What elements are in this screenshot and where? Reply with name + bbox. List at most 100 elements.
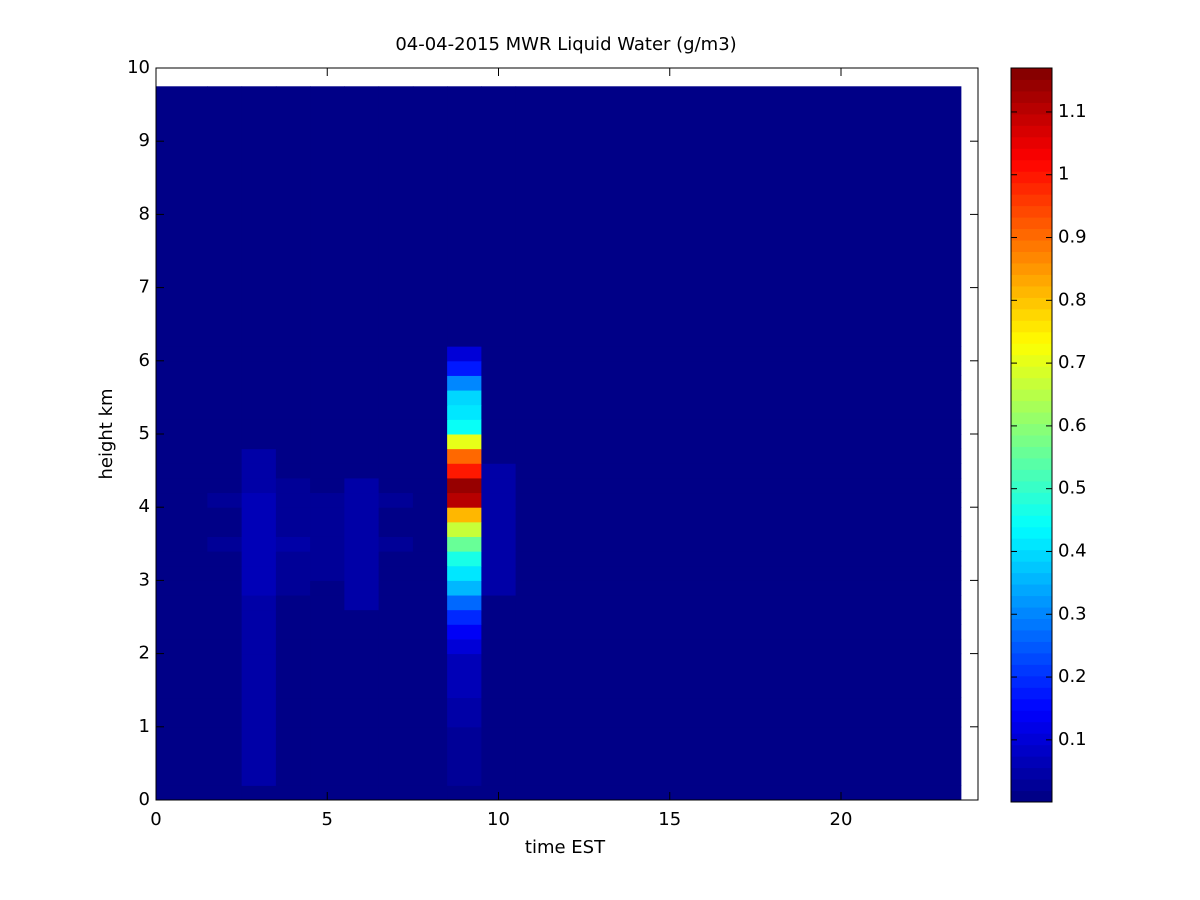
colorbar-segment bbox=[1011, 366, 1052, 379]
heatmap-cell bbox=[241, 624, 277, 640]
heatmap-cell bbox=[447, 580, 482, 596]
heatmap-cell bbox=[344, 595, 380, 611]
heatmap-cell bbox=[412, 434, 448, 450]
colorbar-segment bbox=[1011, 205, 1052, 218]
y-tick-label: 10 bbox=[127, 57, 150, 78]
heatmap-cell bbox=[447, 434, 482, 450]
heatmap-cell bbox=[481, 346, 517, 362]
heatmap-cell bbox=[241, 595, 277, 611]
heatmap-cell bbox=[481, 536, 517, 552]
heatmap-cell bbox=[344, 404, 380, 420]
heatmap-cell bbox=[241, 580, 277, 596]
colorbar-tick-label: 0.8 bbox=[1058, 289, 1087, 310]
colorbar-segment bbox=[1011, 457, 1052, 470]
heatmap-cell bbox=[156, 492, 208, 508]
heatmap-cell bbox=[378, 521, 414, 537]
x-tick-label: 15 bbox=[658, 809, 681, 830]
colorbar-segment bbox=[1011, 285, 1052, 298]
heatmap-cell bbox=[241, 638, 277, 655]
heatmap-cell bbox=[447, 419, 482, 435]
heatmap-cell bbox=[275, 404, 311, 420]
heatmap-cell bbox=[447, 463, 482, 479]
colorbar-segment bbox=[1011, 744, 1052, 757]
heatmap-cell bbox=[412, 595, 448, 611]
heatmap-cell bbox=[515, 463, 962, 479]
colorbar-tick-label: 0.2 bbox=[1058, 666, 1087, 687]
heatmap-cell bbox=[447, 565, 482, 581]
heatmap-cell bbox=[378, 653, 414, 699]
heatmap-cell bbox=[481, 551, 517, 567]
heatmap-cell bbox=[481, 653, 517, 699]
heatmap-cell bbox=[275, 697, 311, 728]
colorbar-segment bbox=[1011, 561, 1052, 574]
heatmap-cell bbox=[344, 492, 380, 508]
heatmap-cell bbox=[447, 492, 482, 508]
heatmap-cell bbox=[447, 521, 482, 537]
heatmap-cell bbox=[156, 785, 208, 801]
heatmap-cell bbox=[207, 419, 243, 435]
heatmap-cell bbox=[241, 726, 277, 786]
heatmap-cell bbox=[447, 697, 482, 728]
heatmap-cell bbox=[156, 375, 208, 391]
heatmap-cell bbox=[412, 580, 448, 596]
colorbar-segment bbox=[1011, 90, 1052, 103]
heatmap-cell bbox=[412, 463, 448, 479]
heatmap-cell bbox=[156, 404, 208, 420]
heatmap-cell bbox=[344, 536, 380, 552]
x-tick-label: 10 bbox=[487, 809, 510, 830]
heatmap-cell bbox=[378, 785, 414, 801]
heatmap-cell bbox=[412, 521, 448, 537]
heatmap-cell bbox=[515, 726, 962, 786]
heatmap-cell bbox=[378, 346, 414, 362]
colorbar-segment bbox=[1011, 595, 1052, 608]
heatmap-cell bbox=[344, 434, 380, 450]
heatmap-cell bbox=[515, 565, 962, 581]
colorbar-segment bbox=[1011, 136, 1052, 149]
heatmap-cell bbox=[447, 624, 482, 640]
heatmap-cell bbox=[378, 360, 414, 376]
heatmap-cell bbox=[156, 507, 208, 523]
heatmap-cell bbox=[241, 86, 277, 347]
heatmap-cell bbox=[344, 697, 380, 728]
y-tick-label: 5 bbox=[139, 423, 150, 444]
colorbar-segment bbox=[1011, 641, 1052, 654]
colorbar-segment bbox=[1011, 240, 1052, 252]
heatmap-cell bbox=[156, 477, 208, 494]
heatmap-cell bbox=[344, 565, 380, 581]
colorbar-segment bbox=[1011, 767, 1052, 780]
heatmap-cell bbox=[344, 86, 380, 347]
heatmap-cell bbox=[412, 609, 448, 625]
colorbar-segment bbox=[1011, 412, 1052, 425]
colorbar-segment bbox=[1011, 251, 1052, 264]
heatmap-cell bbox=[241, 536, 277, 552]
x-tick-label: 5 bbox=[322, 809, 333, 830]
heatmap-cell bbox=[412, 653, 448, 699]
heatmap-cell bbox=[207, 448, 243, 464]
heatmap-cell bbox=[378, 463, 414, 479]
heatmap-cell bbox=[481, 638, 517, 655]
heatmap-cell bbox=[378, 726, 414, 786]
heatmap-cell bbox=[515, 390, 962, 406]
heatmap-cell bbox=[156, 565, 208, 581]
heatmap-cell bbox=[481, 565, 517, 581]
heatmap-cell bbox=[207, 638, 243, 655]
heatmap-cell bbox=[481, 595, 517, 611]
heatmap-cell bbox=[481, 580, 517, 596]
heatmap-cell bbox=[447, 609, 482, 625]
heatmap-cell bbox=[207, 521, 243, 537]
colorbar-tick-label: 0.3 bbox=[1058, 603, 1087, 624]
colorbar-segment bbox=[1011, 377, 1052, 390]
heatmap-cell bbox=[207, 536, 243, 552]
heatmap-cell bbox=[412, 86, 448, 347]
heatmap-cell bbox=[412, 551, 448, 567]
heatmap-cell bbox=[344, 477, 380, 494]
heatmap-cell bbox=[275, 463, 311, 479]
heatmap-cell bbox=[310, 360, 345, 376]
heatmap-cell bbox=[275, 624, 311, 640]
heatmap-cell bbox=[275, 565, 311, 581]
heatmap-cell bbox=[310, 477, 345, 494]
heatmap-cell bbox=[344, 624, 380, 640]
heatmap-cell bbox=[481, 609, 517, 625]
heatmap-cell bbox=[412, 390, 448, 406]
heatmap-cell bbox=[275, 375, 311, 391]
